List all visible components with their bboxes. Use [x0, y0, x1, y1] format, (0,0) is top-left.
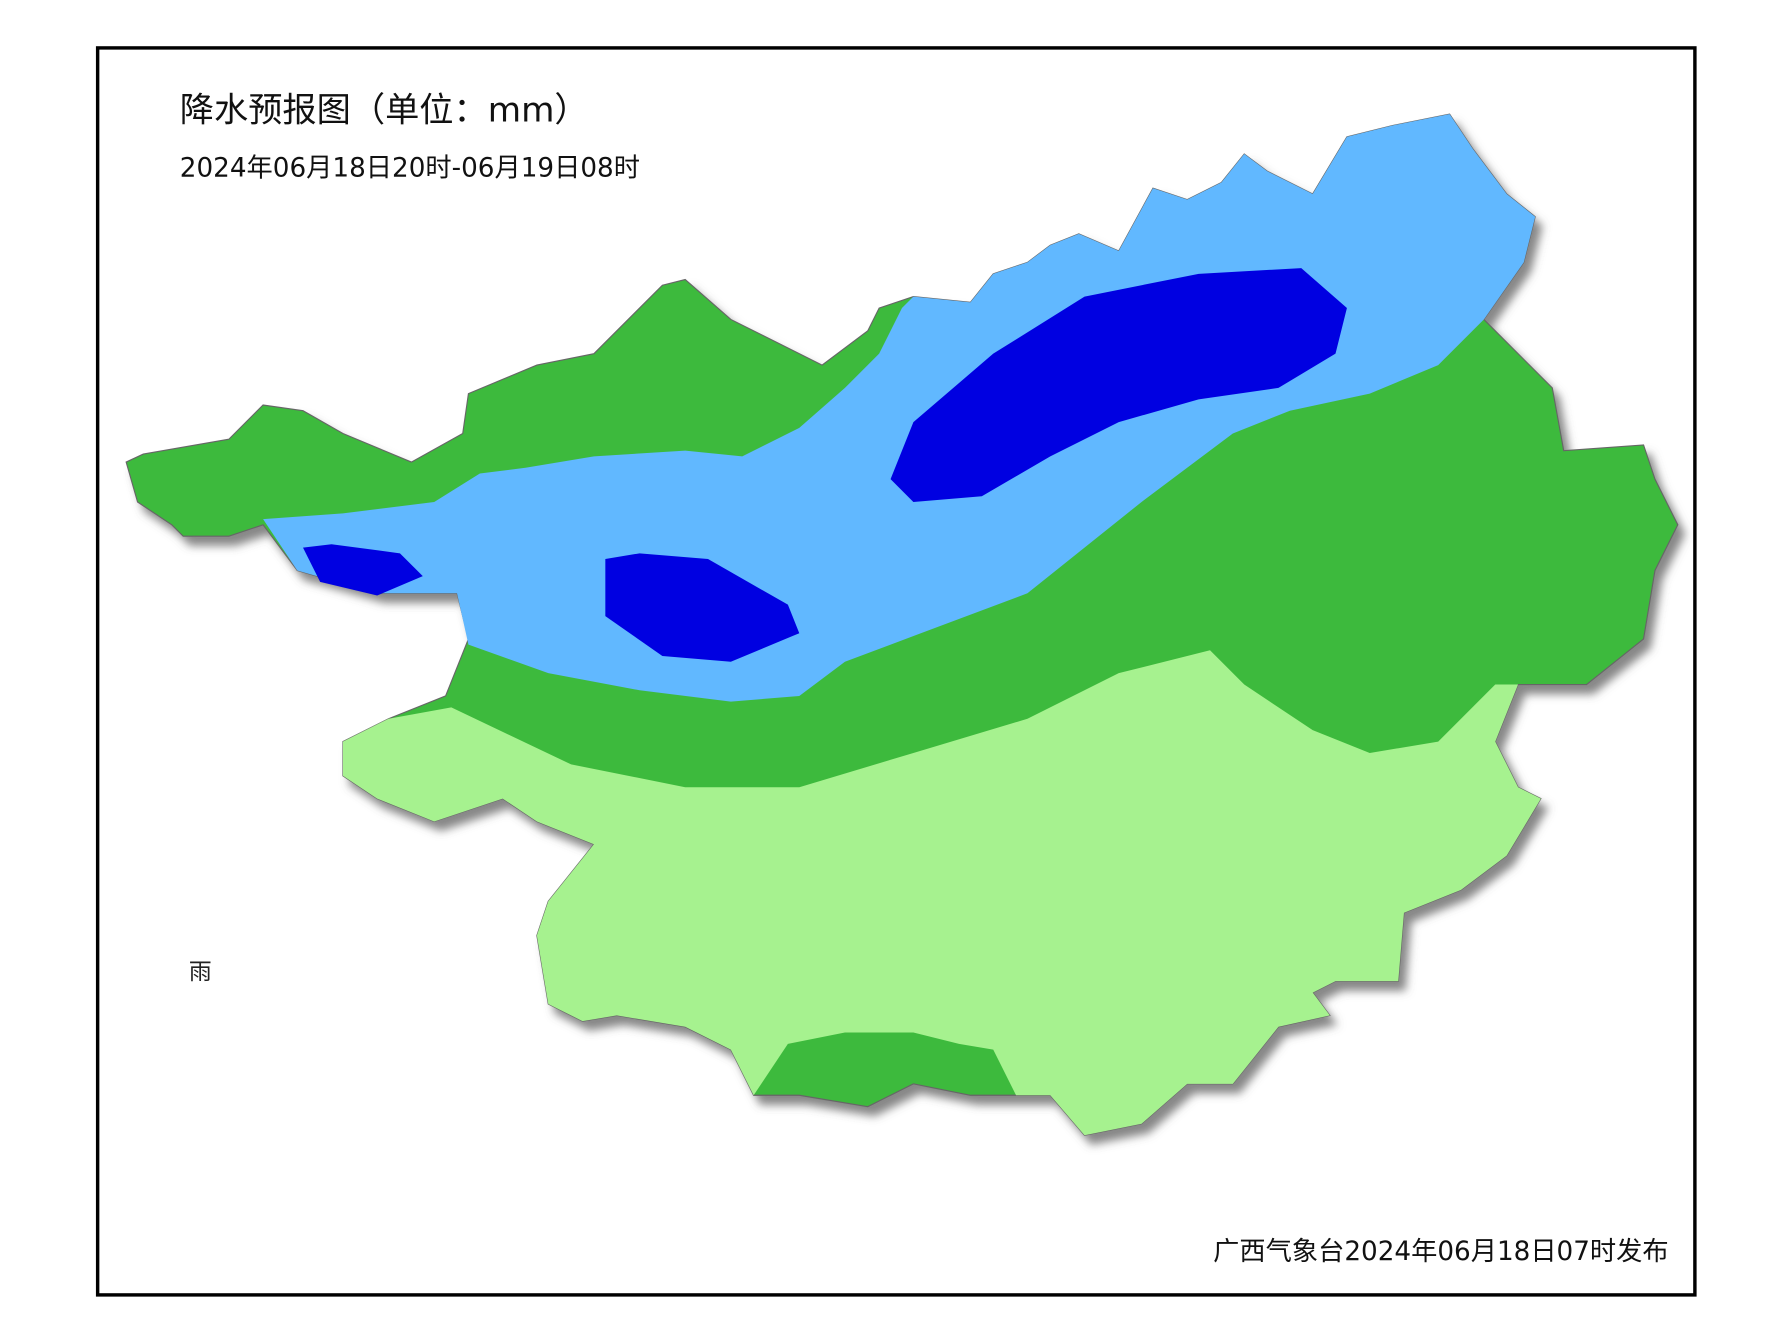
rain-50-100: [605, 553, 800, 662]
map-subtitle: 2024年06月18日20时-06月19日08时: [180, 153, 640, 183]
legend-title: 雨: [189, 960, 212, 986]
rain-25-50: [263, 114, 1536, 702]
rain-50-100: [303, 544, 423, 596]
rain-50-100: [890, 268, 1347, 502]
rain-0-10: [342, 650, 1541, 1136]
issuer-note: 广西气象台2024年06月18日07时发布: [1213, 1237, 1669, 1267]
map-title: 降水预报图（单位：mm）: [180, 90, 589, 130]
